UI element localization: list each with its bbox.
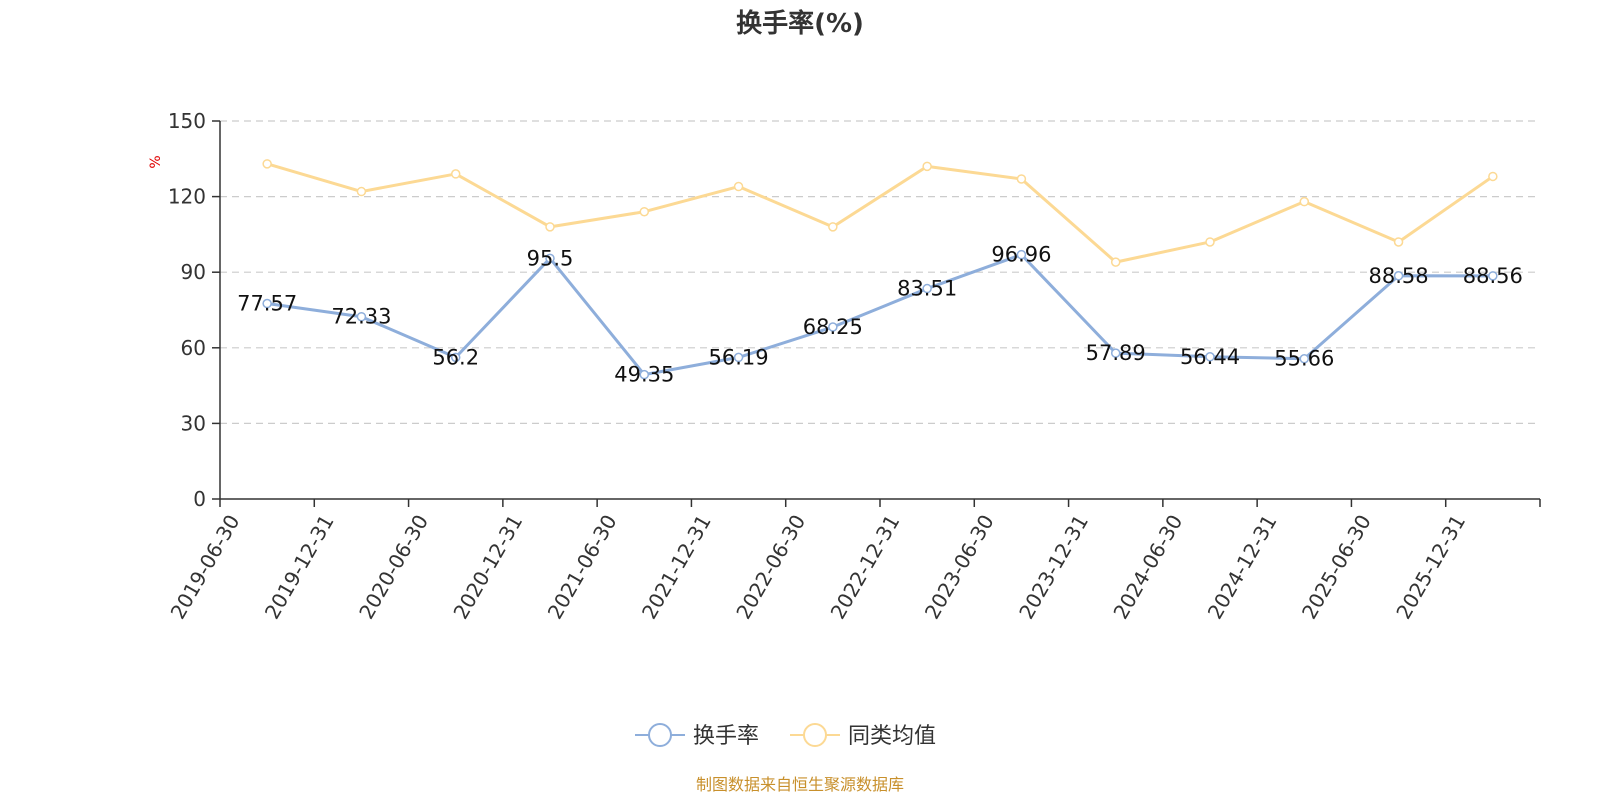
data-point[interactable] — [356, 311, 367, 322]
x-tick-label: 2020-12-31 — [448, 511, 527, 624]
data-point[interactable] — [828, 222, 838, 232]
series-line — [266, 253, 1493, 377]
data-point[interactable] — [828, 322, 838, 332]
data-label: 56.2 — [432, 345, 479, 369]
x-tick-label: 2022-12-31 — [826, 511, 905, 624]
legend[interactable]: 换手率 同类均值 — [635, 723, 936, 749]
x-tick-label: 2019-12-31 — [260, 511, 339, 624]
data-point[interactable] — [1016, 249, 1027, 260]
data-label: 77.57 — [237, 292, 297, 316]
y-tick-label: 150 — [168, 109, 206, 133]
series-turnover: 77.57 72.33 56.2 95.5 49.35 56.19 68.25 83.51 96… — [237, 243, 1523, 387]
x-tick-label: 2023-12-31 — [1014, 511, 1093, 624]
x-tick-label: 2021-12-31 — [637, 511, 716, 624]
data-label: 83.51 — [897, 277, 957, 301]
data-point[interactable] — [545, 222, 555, 232]
data-label: 88.58 — [1369, 264, 1429, 288]
data-point[interactable] — [1299, 196, 1310, 207]
x-tick-label: 2024-12-31 — [1203, 511, 1282, 624]
x-tick-label: 2021-06-30 — [543, 511, 622, 624]
data-point[interactable] — [356, 186, 367, 197]
data-label: 57.89 — [1086, 341, 1146, 365]
data-label: 88.56 — [1463, 264, 1523, 288]
data-source-note: 制图数据来自恒生聚源数据库 — [696, 775, 904, 794]
data-point[interactable] — [1488, 271, 1498, 281]
x-tick-label: 2023-06-30 — [920, 510, 999, 623]
y-tick-label: 0 — [193, 487, 206, 511]
data-point[interactable] — [922, 283, 932, 294]
legend-item-turnover[interactable]: 换手率 — [635, 723, 759, 749]
data-label: 96.96 — [991, 243, 1051, 267]
series-line — [266, 162, 1494, 264]
data-point[interactable] — [1393, 237, 1404, 247]
data-point[interactable] — [1299, 353, 1310, 364]
data-point[interactable] — [639, 369, 650, 380]
y-tick-label: 90 — [181, 260, 206, 284]
x-tick-label: 2025-06-30 — [1297, 511, 1376, 624]
y-tick-label: 60 — [181, 336, 206, 360]
y-tick-label: 120 — [168, 185, 206, 209]
data-point[interactable] — [450, 169, 461, 179]
data-label: 56.44 — [1180, 345, 1240, 369]
x-tick-label: 2025-12-31 — [1391, 511, 1470, 624]
data-label: 72.33 — [331, 305, 391, 329]
legend-label: 换手率 — [693, 724, 759, 749]
data-point[interactable] — [1205, 352, 1215, 362]
data-point[interactable] — [1488, 171, 1498, 182]
x-tick-label: 2022-06-30 — [731, 511, 810, 624]
y-axis-unit: % — [148, 155, 164, 168]
data-point[interactable] — [733, 352, 744, 363]
data-label: 55.66 — [1274, 347, 1334, 371]
data-point[interactable] — [1110, 348, 1121, 358]
data-point[interactable] — [1016, 174, 1027, 184]
chart-title: 换手率(%) — [736, 8, 864, 39]
x-tick-label: 2019-06-30 — [166, 511, 245, 624]
data-point[interactable] — [450, 352, 461, 363]
data-label: 95.5 — [527, 246, 574, 270]
data-point[interactable] — [1393, 271, 1404, 281]
data-point[interactable] — [922, 161, 932, 172]
legend-item-peer-average[interactable]: 同类均值 — [790, 723, 936, 749]
data-point[interactable] — [639, 206, 650, 217]
data-label: 49.35 — [614, 363, 674, 387]
x-tick-label: 2024-06-30 — [1108, 511, 1187, 624]
y-tick-label: 30 — [181, 411, 206, 435]
legend-marker-icon — [648, 723, 672, 747]
legend-marker-icon — [803, 723, 827, 747]
data-point[interactable] — [262, 159, 272, 169]
data-point[interactable] — [1205, 237, 1215, 247]
series-peer-average — [262, 159, 1498, 267]
data-point[interactable] — [1110, 257, 1121, 267]
grid-lines — [220, 120, 1540, 424]
x-tick-label: 2020-06-30 — [354, 510, 433, 623]
data-label: 68.25 — [803, 315, 863, 339]
series-group: 77.57 72.33 56.2 95.5 49.35 56.19 68.25 83.51 96… — [237, 159, 1523, 387]
legend-label: 同类均值 — [848, 724, 936, 749]
data-label: 56.19 — [709, 345, 769, 369]
data-point[interactable] — [545, 253, 555, 264]
data-point[interactable] — [733, 181, 744, 192]
data-point[interactable] — [262, 298, 272, 309]
